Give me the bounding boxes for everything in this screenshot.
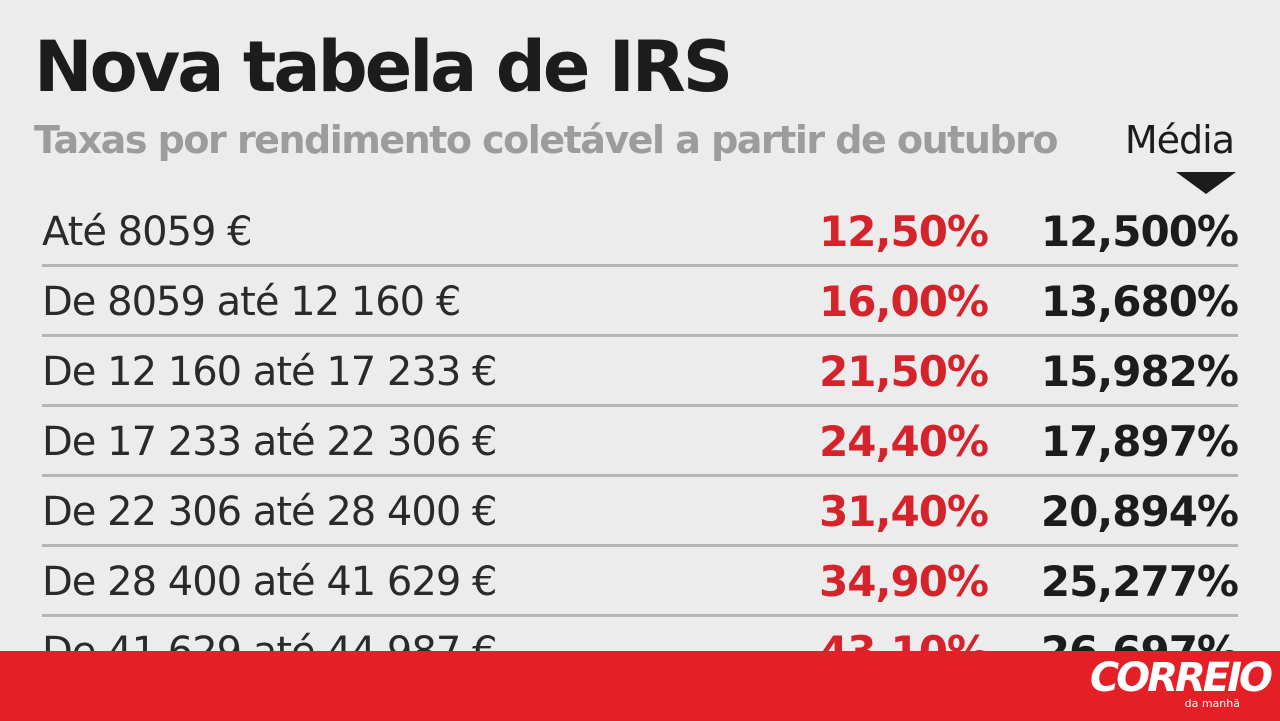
logo-tagline: da manhã bbox=[1184, 697, 1240, 710]
page-subtitle: Taxas por rendimento coletável a partir … bbox=[34, 118, 1058, 162]
table-row: De 17 233 até 22 306 € 24,40% 17,897% bbox=[42, 407, 1239, 477]
table-row: De 8059 até 12 160 € 16,00% 13,680% bbox=[42, 267, 1239, 337]
income-range: Até 8059 € bbox=[42, 209, 253, 255]
marginal-rate: 31,40% bbox=[819, 487, 989, 536]
logo-wordmark: CORREIO bbox=[1089, 655, 1273, 701]
average-rate: 25,277% bbox=[1040, 557, 1239, 606]
irs-rates-table: Até 8059 € 12,50% 12,500% De 8059 até 12… bbox=[42, 197, 1239, 687]
media-column-header: Média bbox=[1124, 118, 1235, 162]
average-rate: 12,500% bbox=[1040, 207, 1239, 256]
marginal-rate: 24,40% bbox=[819, 417, 989, 466]
marginal-rate: 21,50% bbox=[819, 347, 989, 396]
table-row: De 22 306 até 28 400 € 31,40% 20,894% bbox=[42, 477, 1239, 547]
income-range: De 12 160 até 17 233 € bbox=[42, 349, 497, 395]
income-range: De 28 400 até 41 629 € bbox=[42, 559, 497, 605]
average-rate: 15,982% bbox=[1040, 347, 1239, 396]
average-rate: 17,897% bbox=[1040, 417, 1239, 466]
table-row: De 12 160 até 17 233 € 21,50% 15,982% bbox=[42, 337, 1239, 407]
income-range: De 22 306 até 28 400 € bbox=[42, 489, 497, 535]
income-range: De 17 233 até 22 306 € bbox=[42, 419, 497, 465]
arrow-down-icon bbox=[1176, 172, 1236, 194]
income-range: De 8059 até 12 160 € bbox=[42, 279, 461, 325]
average-rate: 13,680% bbox=[1040, 277, 1239, 326]
footer-bar: CORREIO da manhã bbox=[0, 651, 1280, 721]
correio-da-manha-logo[interactable]: CORREIO da manhã bbox=[1084, 655, 1273, 710]
marginal-rate: 16,00% bbox=[819, 277, 989, 326]
marginal-rate: 12,50% bbox=[819, 207, 989, 256]
table-row: Até 8059 € 12,50% 12,500% bbox=[42, 197, 1239, 267]
page-title: Nova tabela de IRS bbox=[34, 26, 733, 108]
table-row: De 28 400 até 41 629 € 34,90% 25,277% bbox=[42, 547, 1239, 617]
average-rate: 20,894% bbox=[1040, 487, 1239, 536]
marginal-rate: 34,90% bbox=[819, 557, 989, 606]
